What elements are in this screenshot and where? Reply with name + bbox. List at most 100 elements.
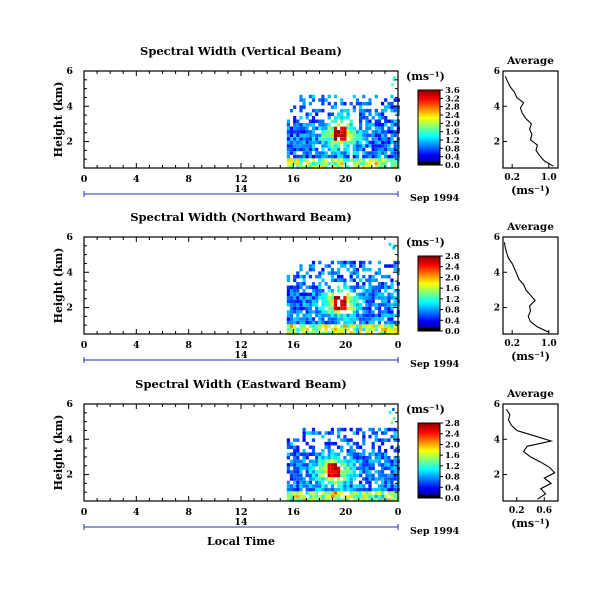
heatmap-cell xyxy=(343,438,347,442)
heatmap-cell xyxy=(302,130,306,134)
heatmap-cell xyxy=(349,119,353,123)
heatmap-cell xyxy=(359,473,363,478)
heatmap-cell xyxy=(311,310,316,314)
heatmap-cell xyxy=(352,105,356,109)
colorbar-segment xyxy=(418,490,440,493)
colorbar-tick-label: 0.8 xyxy=(445,144,460,154)
heatmap-cell xyxy=(387,456,391,460)
heatmap-cell xyxy=(387,158,391,162)
heatmap-cell xyxy=(381,285,385,289)
heatmap-cell xyxy=(321,137,325,141)
heatmap-cell xyxy=(286,154,290,159)
heatmap-cell xyxy=(299,267,303,272)
heatmap-cell xyxy=(324,140,328,145)
heatmap-cell xyxy=(384,158,388,162)
colorbar-segment xyxy=(418,120,440,123)
heatmap-cell xyxy=(362,267,366,272)
heatmap-cell xyxy=(365,320,369,325)
heatmap-cell xyxy=(368,126,372,131)
heatmap-cell xyxy=(343,151,347,155)
heatmap-cell xyxy=(321,296,325,300)
colorbar-segment xyxy=(418,428,440,432)
heatmap-cell xyxy=(377,473,382,478)
heatmap-cell xyxy=(286,327,290,332)
heatmap-cell xyxy=(296,271,300,275)
heatmap-cell xyxy=(333,158,338,162)
heatmap-cell xyxy=(293,445,297,449)
heatmap-cell xyxy=(324,320,328,325)
heatmap-cell xyxy=(362,484,366,488)
heatmap-cell xyxy=(377,133,382,138)
heatmap-cell xyxy=(352,498,356,502)
colorbar-segment xyxy=(418,135,440,138)
heatmap-cell xyxy=(293,285,297,289)
heatmap-cell xyxy=(299,306,303,311)
heatmap-cell xyxy=(318,282,322,286)
colorbar-segment xyxy=(418,325,440,328)
colorbar-tick-label: 0.4 xyxy=(445,316,460,326)
heatmap-cell xyxy=(352,452,356,456)
heatmap-cell xyxy=(293,303,297,307)
heatmap-cell xyxy=(293,498,297,502)
heatmap-cell xyxy=(286,133,290,138)
heatmap-cell xyxy=(365,466,369,471)
heatmap-cell xyxy=(374,165,378,169)
heatmap-cell xyxy=(368,303,372,307)
heatmap-cell xyxy=(337,313,341,318)
heatmap-cell xyxy=(299,299,303,304)
colorbar-segment xyxy=(418,471,440,475)
heatmap-cell xyxy=(343,494,347,499)
colorbar-tick-label: 0.4 xyxy=(445,483,460,493)
heatmap-cell xyxy=(337,271,341,275)
heatmap-cell xyxy=(377,477,382,481)
heatmap-cell xyxy=(327,310,331,314)
date-label: 14 xyxy=(234,517,248,528)
heatmap-cell xyxy=(384,116,388,120)
heatmap-cell xyxy=(355,274,360,279)
heatmap-cell xyxy=(384,105,388,109)
heatmap-cell xyxy=(293,317,297,321)
heatmap-cell xyxy=(333,310,338,314)
heatmap-cell xyxy=(333,140,338,145)
average-y-tick-label: 2 xyxy=(494,138,500,148)
heatmap-cell xyxy=(349,296,353,300)
heatmap-cell xyxy=(365,140,369,145)
heatmap-cell xyxy=(390,133,394,138)
colorbar-segment xyxy=(418,424,440,428)
colorbar-segment xyxy=(418,256,440,259)
heatmap-cell xyxy=(318,151,322,155)
colorbar-tick-label: 0.0 xyxy=(445,327,460,337)
heatmap-cell xyxy=(302,144,306,148)
heatmap-cell xyxy=(315,137,319,141)
heatmap-cell xyxy=(337,147,341,152)
heatmap-cell xyxy=(377,147,382,152)
heatmap-cell xyxy=(359,264,363,268)
colorbar-segment xyxy=(418,263,440,266)
heatmap-cell xyxy=(387,466,391,471)
heatmap-cell xyxy=(346,112,350,116)
heatmap-cell xyxy=(393,438,397,442)
heatmap-cell xyxy=(289,477,294,481)
heatmap-cell xyxy=(371,324,375,328)
heatmap-cell xyxy=(384,480,388,485)
heatmap-cell xyxy=(390,320,394,325)
heatmap-cell xyxy=(324,165,328,169)
heatmap-cell xyxy=(305,452,309,456)
heatmap-cell xyxy=(296,119,300,123)
heatmap-cell xyxy=(393,431,397,435)
heatmap-cell xyxy=(315,303,319,307)
heatmap-cell xyxy=(346,116,350,120)
heatmap-cell xyxy=(346,151,350,155)
heatmap-cell xyxy=(365,123,369,127)
colorbar-unit: (ms⁻¹) xyxy=(406,403,445,416)
heatmap-cell xyxy=(381,456,385,460)
colorbar-segment xyxy=(418,473,440,477)
heatmap-cell xyxy=(330,130,334,134)
heatmap-cell xyxy=(293,154,297,159)
heatmap-cell xyxy=(296,466,300,471)
heatmap-cell xyxy=(330,317,334,321)
heatmap-cell xyxy=(374,494,378,499)
heatmap-cell xyxy=(349,320,353,325)
heatmap-cell xyxy=(293,327,297,332)
heatmap-cell xyxy=(289,140,294,145)
